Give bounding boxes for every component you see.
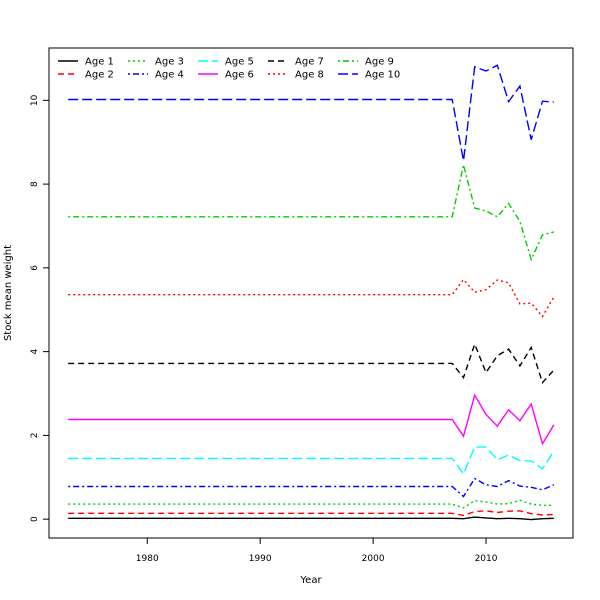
x-tick-label: 1980 [136, 554, 159, 564]
y-tick-label: 10 [30, 94, 40, 106]
series-line-age-6 [68, 393, 555, 446]
y-tick-label: 6 [30, 265, 40, 271]
legend-label-age-1: Age 1 [85, 57, 114, 68]
legend-label-age-10: Age 10 [365, 70, 400, 81]
series-line-age-4 [68, 477, 555, 498]
legend-label-age-7: Age 7 [295, 57, 324, 68]
plot-frame [48, 47, 574, 539]
series-line-age-3 [68, 499, 554, 509]
y-tick-label: 2 [30, 433, 40, 439]
x-tick-label: 2010 [475, 554, 498, 564]
x-tick-label: 1990 [249, 554, 272, 564]
series-lines [68, 64, 555, 521]
x-axis: 1980 1990 2000 2010 [136, 538, 498, 564]
series-line-age-8 [68, 278, 555, 318]
series-line-age-9 [68, 164, 554, 262]
y-axis: 0 2 4 6 8 10 [30, 94, 49, 522]
series-line-age-2 [68, 510, 554, 517]
y-tick-label: 0 [30, 516, 40, 522]
legend: Age 1 Age 2 Age 3 Age 4 Age 5 Age 6 Age 7 Age 8… [58, 57, 400, 81]
legend-label-age-2: Age 2 [85, 70, 114, 81]
legend-label-age-6: Age 6 [225, 70, 254, 81]
legend-label-age-3: Age 3 [155, 57, 184, 68]
legend-label-age-9: Age 9 [365, 57, 394, 68]
series-line-age-7 [68, 342, 555, 384]
legend-label-age-5: Age 5 [225, 57, 254, 68]
legend-label-age-8: Age 8 [295, 70, 324, 81]
y-tick-label: 4 [30, 348, 40, 354]
series-line-age-5 [68, 446, 555, 476]
y-tick-label: 8 [30, 181, 40, 187]
y-axis-label: Stock mean weight [3, 245, 14, 341]
x-tick-label: 2000 [362, 554, 385, 564]
series-line-age-1 [68, 516, 554, 521]
series-line-age-10 [68, 64, 554, 161]
legend-label-age-4: Age 4 [155, 70, 184, 81]
x-axis-label: Year [299, 575, 322, 586]
